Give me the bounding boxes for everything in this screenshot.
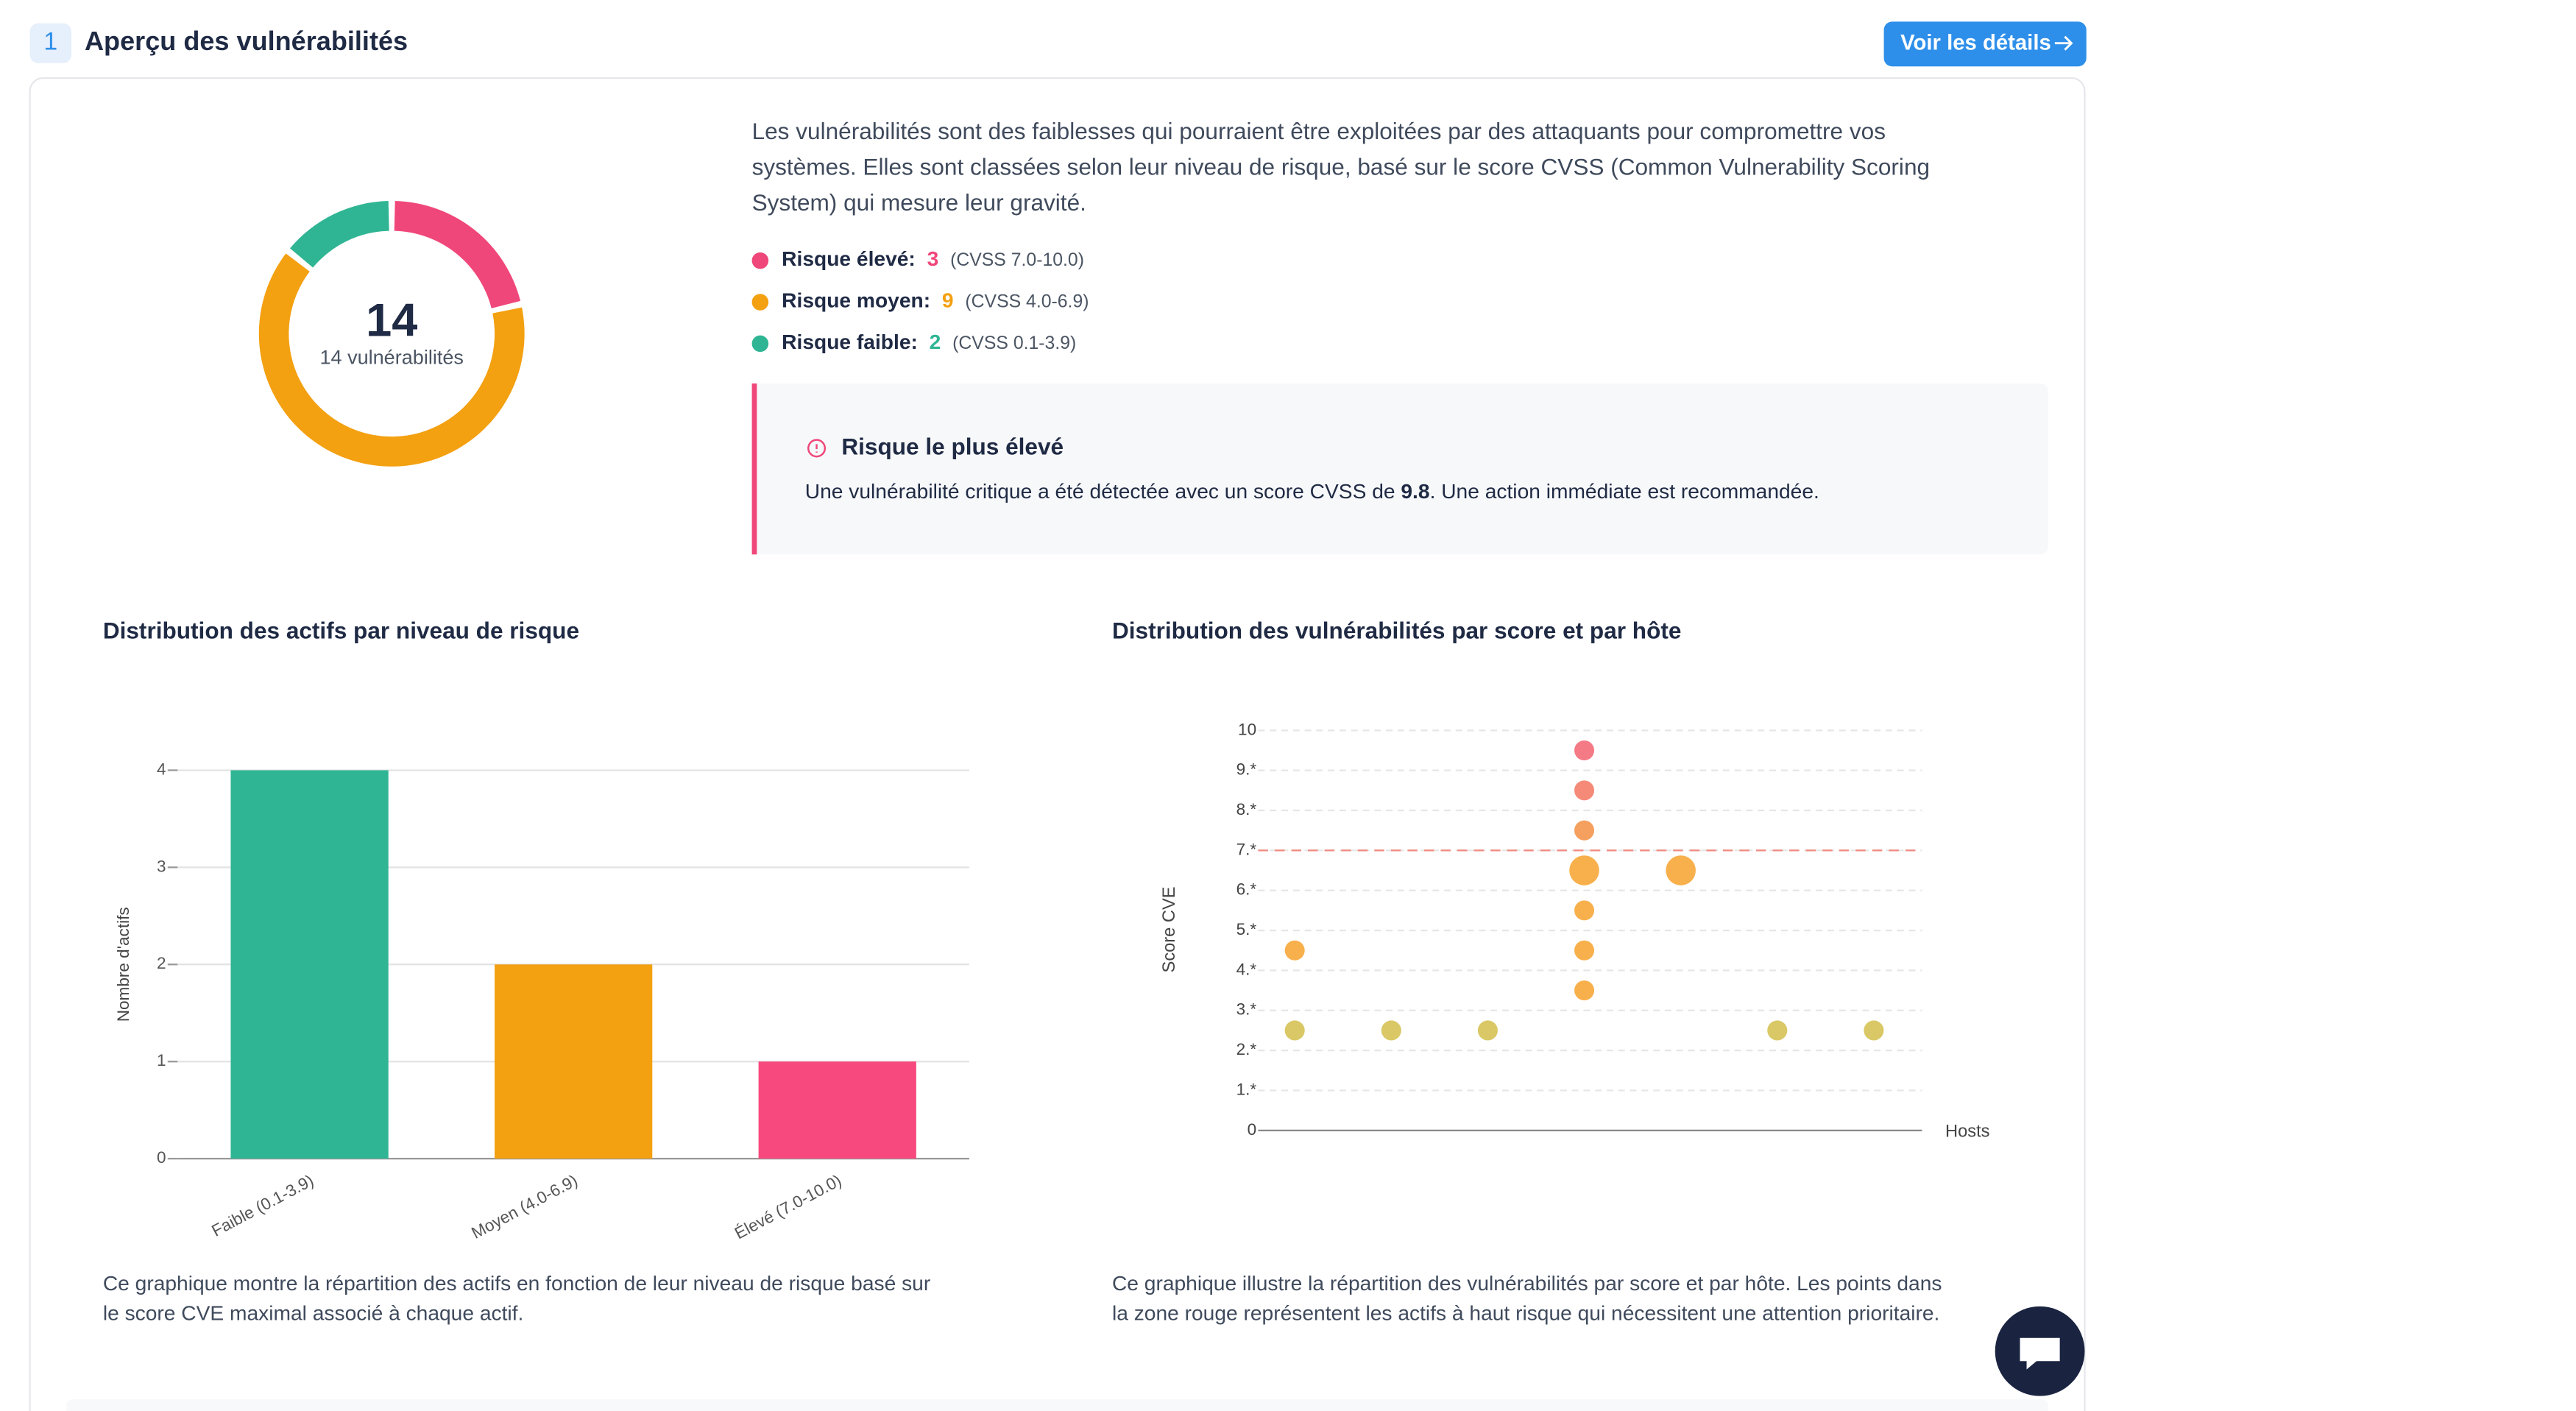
y-tick-label: 3.* — [1236, 1000, 1257, 1019]
alert-score: 9.8 — [1401, 479, 1429, 503]
y-tick-label: 1.* — [1236, 1080, 1257, 1098]
button-label[interactable]: Voir les détails — [1900, 31, 2051, 55]
y-tick-label: 9.* — [1236, 760, 1257, 779]
section-badge — [29, 23, 71, 63]
alert-title: Risque le plus élevé — [841, 433, 1064, 459]
y-tick-label: 4.* — [1236, 960, 1257, 978]
y-tick-label: 0 — [1248, 1120, 1257, 1139]
donut-segment — [258, 253, 525, 467]
alert-box — [751, 383, 2048, 555]
y-axis-label: Nombre d'actifs — [114, 907, 132, 1022]
arrow-icon — [2054, 35, 2073, 51]
y-tick-label: 4 — [157, 760, 166, 778]
donut-segment — [394, 200, 521, 308]
scatter-point — [1666, 855, 1696, 885]
scatter-point — [1574, 940, 1595, 961]
legend-count: 2 — [930, 330, 941, 353]
total-label: 14 vulnérabilités — [319, 346, 463, 368]
description-line: System) qui mesure leur gravité. — [752, 189, 1086, 216]
legend-dot — [751, 294, 769, 311]
details-button[interactable] — [1883, 21, 2087, 67]
donut-segment — [290, 200, 389, 268]
y-tick-label: 2 — [157, 954, 166, 972]
legend-count: 3 — [927, 247, 939, 271]
description-line: systèmes. Elles sont classées selon leur… — [752, 153, 1930, 180]
scatter-point — [1477, 1020, 1498, 1041]
description-line: Les vulnérabilités sont des faiblesses q… — [752, 118, 1886, 144]
alert-text-before: Une vulnérabilité critique a été détecté… — [805, 479, 1401, 503]
scatter-point — [1864, 1020, 1884, 1041]
chart-caption: la zone rouge représentent les actifs à … — [1112, 1301, 1939, 1325]
scatter-point — [1574, 780, 1595, 801]
legend-range: (CVSS 4.0-6.9) — [965, 291, 1089, 311]
chat-icon — [2020, 1337, 2060, 1370]
bar — [495, 964, 653, 1159]
y-tick-label: 3 — [157, 857, 166, 875]
y-tick-label: 2.* — [1236, 1040, 1257, 1058]
legend-range: (CVSS 0.1-3.9) — [952, 333, 1076, 353]
bar — [230, 770, 389, 1159]
y-tick-label: 7.* — [1236, 840, 1257, 858]
scatter-point — [1574, 900, 1595, 921]
legend-label: Risque élevé: — [782, 247, 916, 271]
legend-label: Risque faible: — [782, 330, 918, 353]
chart-title: Distribution des actifs par niveau de ri… — [103, 618, 579, 644]
chart-caption: le score CVE maximal associé à chaque ac… — [103, 1301, 524, 1325]
scatter-point — [1569, 855, 1599, 885]
total: 14 — [366, 294, 417, 346]
y-tick-label: 6.* — [1236, 880, 1257, 899]
legend-range: (CVSS 7.0-10.0) — [950, 250, 1084, 270]
legend-item: Risque élevé: 3 (CVSS 7.0-10.0) — [782, 247, 1084, 271]
scatter-point — [1381, 1020, 1401, 1041]
chart-caption: Ce graphique montre la répartition des a… — [103, 1271, 930, 1295]
chart-caption: Ce graphique illustre la répartition des… — [1112, 1271, 1942, 1295]
legend-dot — [751, 252, 769, 269]
scatter-point — [1574, 820, 1595, 841]
legend-count: 9 — [942, 289, 954, 312]
y-tick-label: 10 — [1238, 720, 1256, 738]
y-tick-label: 5.* — [1236, 920, 1257, 938]
scatter-point — [1767, 1020, 1788, 1041]
bar — [758, 1061, 916, 1159]
alert-text: Une vulnérabilité critique a été détecté… — [805, 479, 1819, 503]
scatter-point — [1574, 980, 1595, 1001]
chart-title: Distribution des vulnérabilités par scor… — [1112, 618, 1681, 644]
scatter-point — [1574, 740, 1595, 761]
y-axis-label: Score CVE — [1160, 886, 1179, 972]
y-tick-label: 1 — [157, 1051, 166, 1069]
scatter-point — [1284, 940, 1305, 961]
y-tick-label: 0 — [157, 1148, 166, 1167]
legend-label: Risque moyen: — [782, 289, 930, 312]
alert-text-after: . Une action immédiate est recommandée. — [1430, 479, 1819, 503]
x-axis-label: Hosts — [1945, 1122, 1989, 1141]
alert-accent — [751, 383, 757, 555]
next-panel — [66, 1399, 2048, 1411]
legend-item: Risque moyen: 9 (CVSS 4.0-6.9) — [782, 289, 1089, 312]
legend-item: Risque faible: 2 (CVSS 0.1-3.9) — [782, 330, 1076, 353]
section-title: Aperçu des vulnérabilités — [85, 26, 408, 56]
scatter-point — [1284, 1020, 1305, 1041]
section-number: 1 — [43, 28, 57, 56]
legend-dot — [751, 335, 769, 353]
card — [29, 77, 2086, 1411]
y-tick-label: 8.* — [1236, 800, 1257, 818]
alert-icon — [807, 439, 827, 458]
